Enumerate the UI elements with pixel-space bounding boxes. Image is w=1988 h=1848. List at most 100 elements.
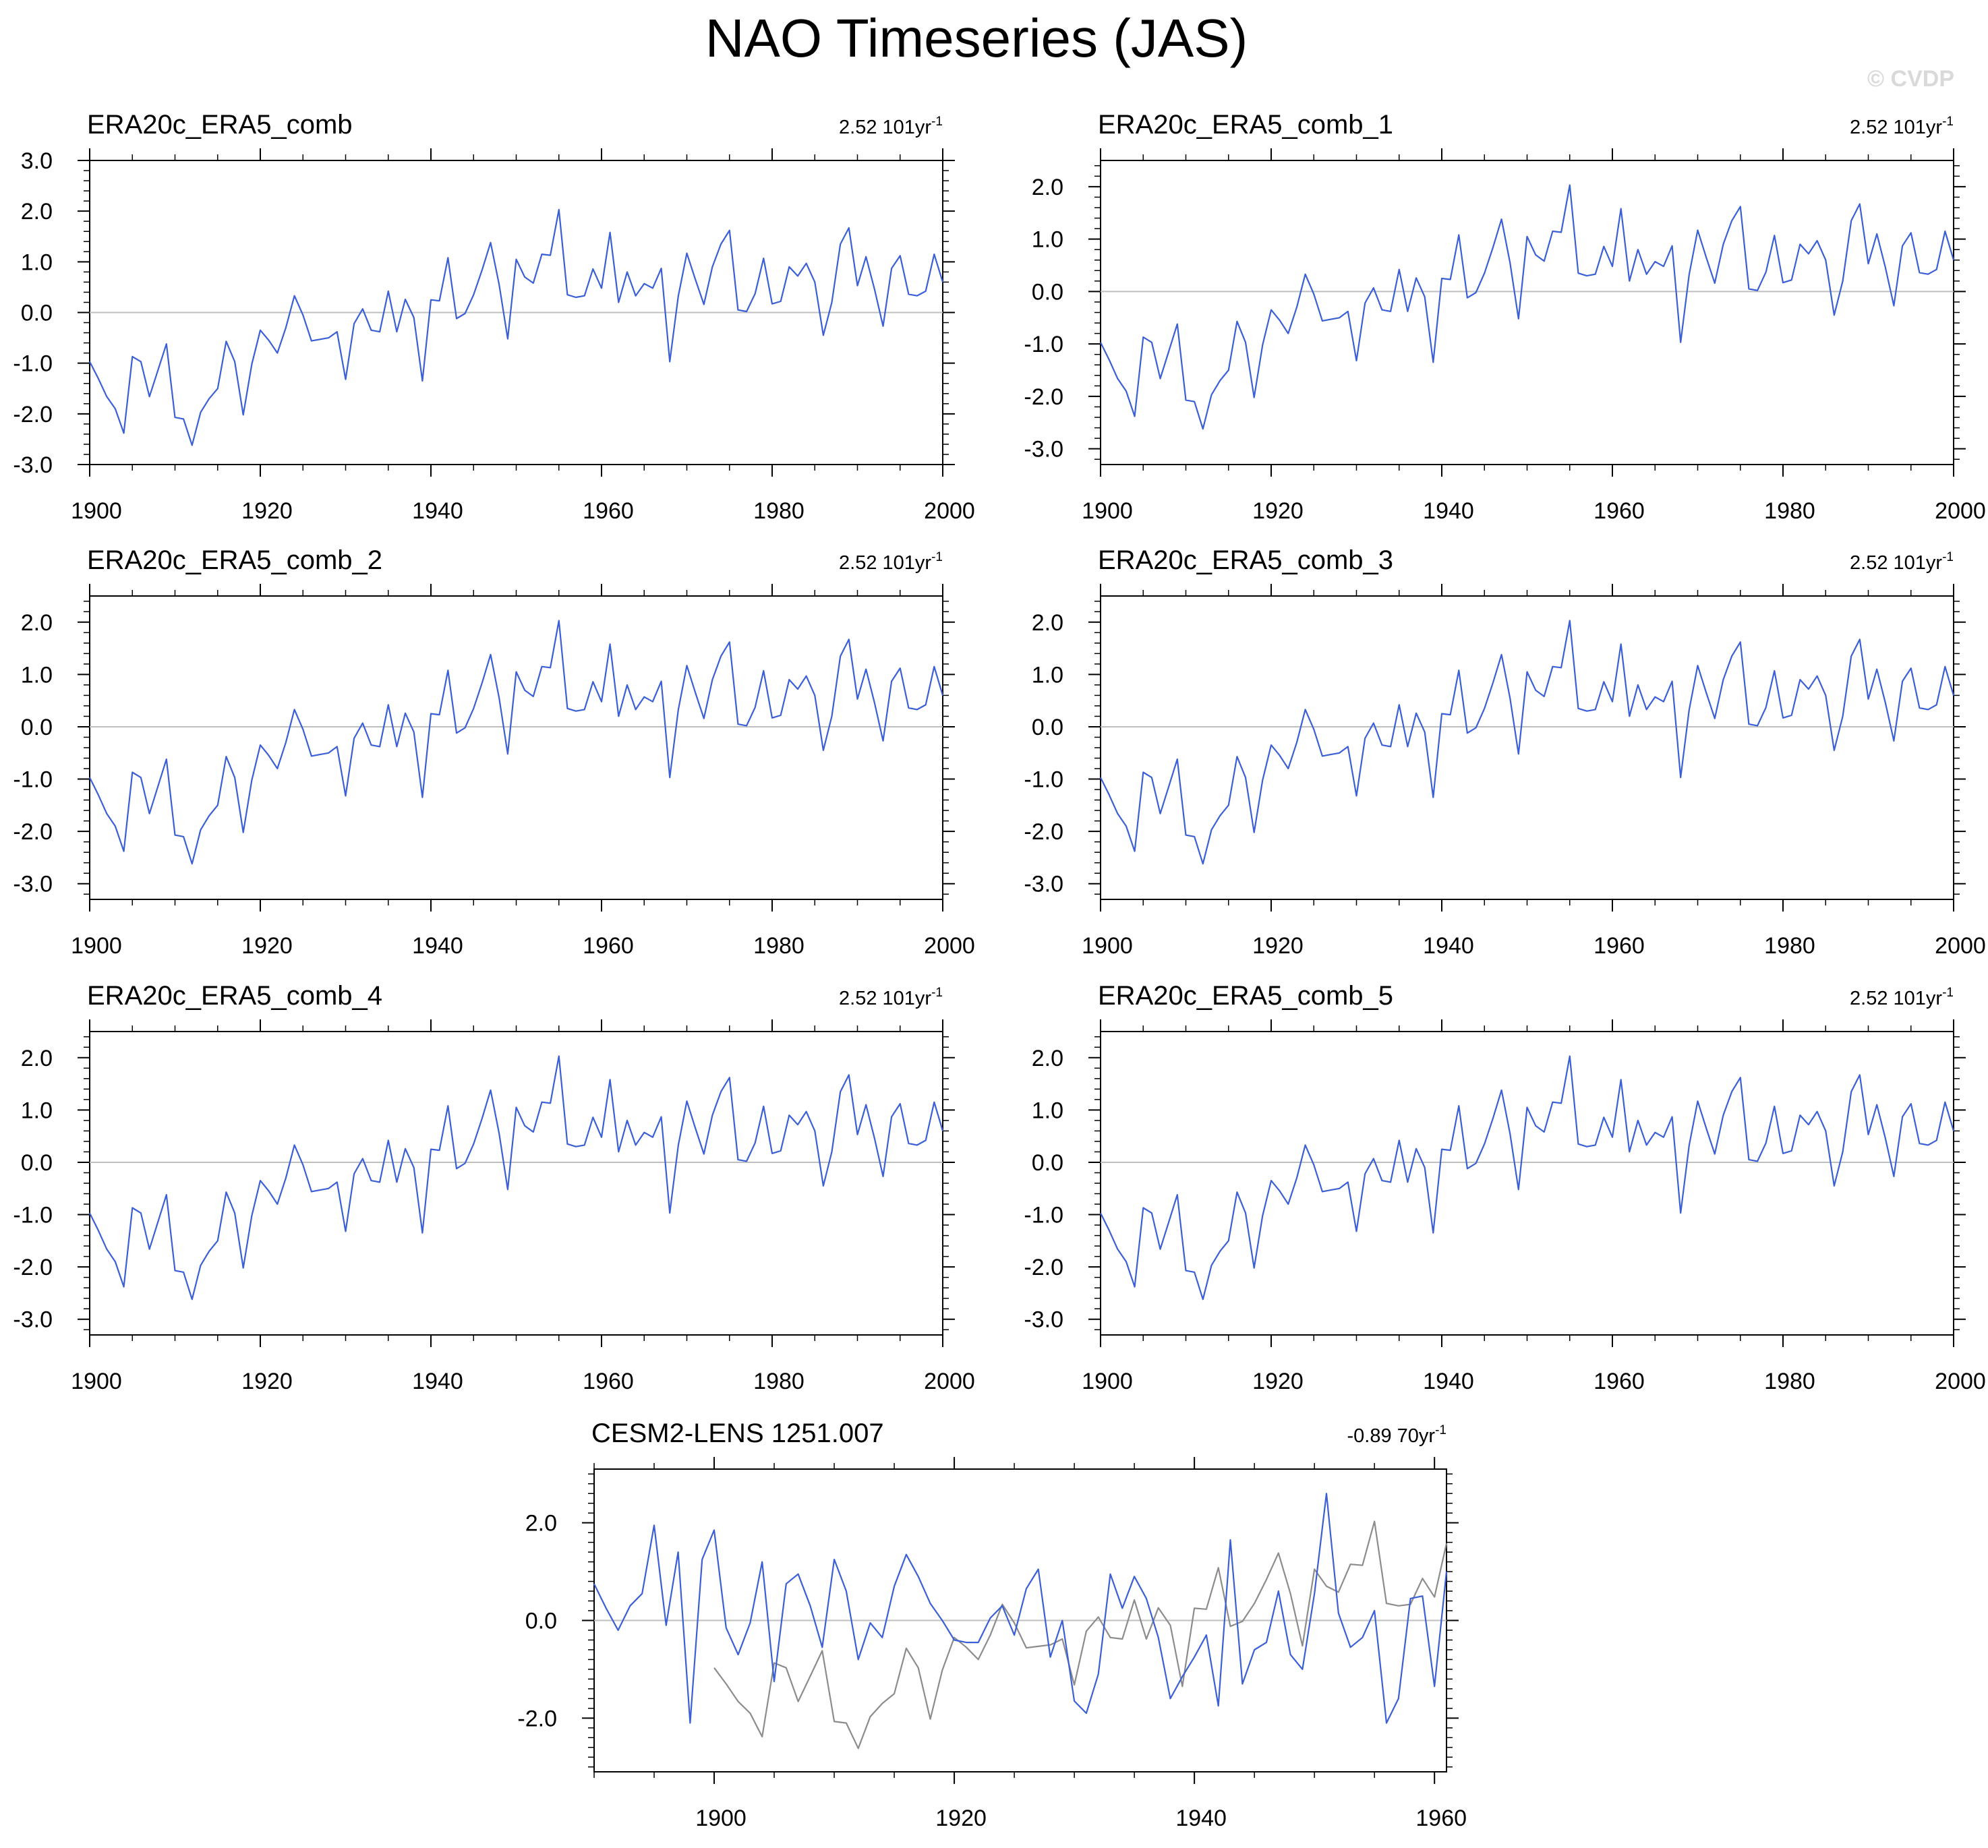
- y-tick-label: -3.0: [1024, 437, 1063, 463]
- trend-exponent: -1: [931, 550, 943, 564]
- y-tick-label: 1.0: [1032, 1098, 1063, 1123]
- series-line: [1100, 620, 1955, 865]
- y-tick-label: 0.0: [1032, 715, 1063, 740]
- panel-label: ERA20c_ERA5_comb_3: [1098, 545, 1393, 575]
- y-tick-label: -3.0: [13, 872, 53, 897]
- y-tick-label: 2.0: [21, 199, 53, 225]
- y-tick-label: 0.0: [21, 715, 53, 740]
- panel-label: ERA20c_ERA5_comb: [87, 110, 353, 140]
- x-tick-label: 1940: [412, 498, 463, 524]
- trend-label: 2.52 101yr-1: [1850, 986, 1954, 1009]
- panel-7: CESM2-LENS 1251.007 -0.89 70yr-1 2.0 0.0 -2.…: [517, 1419, 1467, 1831]
- trend-exponent: -1: [931, 115, 943, 129]
- x-tick-label: 2000: [1935, 933, 1986, 959]
- panel-2: ERA20c_ERA5_comb_1 2.52 101yr-1 2.0 1.0 0.0 -…: [1024, 110, 1985, 524]
- y-tick-label: -1.0: [13, 351, 53, 377]
- x-tick-label: 1980: [753, 498, 805, 524]
- plot-frame: [1100, 160, 1954, 465]
- y-tick-label: 0.0: [21, 1150, 53, 1176]
- trend-label: 2.52 101yr-1: [1850, 115, 1954, 138]
- y-tick-label: 1.0: [21, 1098, 53, 1123]
- panel-label: ERA20c_ERA5_comb_2: [87, 545, 382, 575]
- x-tick-label: 1940: [1423, 933, 1474, 959]
- x-tick-label: 1960: [1594, 498, 1645, 524]
- x-tick-label: 2000: [1935, 1369, 1986, 1394]
- y-tick-label: 2.0: [1032, 610, 1063, 636]
- trend-label: 2.52 101yr-1: [839, 550, 943, 574]
- trend-label: 2.52 101yr-1: [839, 986, 943, 1009]
- trend-label: -0.89 70yr-1: [1347, 1423, 1446, 1447]
- y-tick-label: 2.0: [21, 1046, 53, 1071]
- trend-label: 2.52 101yr-1: [1850, 550, 1954, 574]
- x-tick-label: 1920: [241, 933, 293, 959]
- y-tick-label: 0.0: [1032, 279, 1063, 305]
- series-line: [1100, 1055, 1955, 1301]
- y-tick-label: -3.0: [1024, 1307, 1063, 1333]
- figure-title: NAO Timeseries (JAS): [705, 8, 1248, 68]
- observed-series-line: [713, 1520, 1448, 1750]
- x-tick-label: 1920: [241, 1369, 293, 1394]
- y-tick-label: 1.0: [1032, 227, 1063, 253]
- series-line: [89, 1055, 944, 1301]
- series-line: [1100, 184, 1955, 430]
- y-tick-label: 1.0: [1032, 662, 1063, 688]
- x-tick-label: 2000: [924, 498, 975, 524]
- x-tick-label: 1960: [1415, 1806, 1467, 1831]
- trend-exponent: -1: [1942, 115, 1954, 129]
- watermark: © CVDP: [1867, 66, 1954, 92]
- y-tick-label: -2.0: [13, 819, 53, 845]
- x-tick-label: 1980: [753, 1369, 805, 1394]
- x-tick-label: 1900: [1082, 933, 1133, 959]
- plot-frame: [89, 1031, 943, 1336]
- x-tick-label: 1900: [71, 1369, 122, 1394]
- y-tick-label: 1.0: [21, 662, 53, 688]
- x-tick-label: 1900: [71, 498, 122, 524]
- model-series-line: [593, 1493, 1448, 1724]
- y-tick-label: -1.0: [1024, 1203, 1063, 1228]
- x-tick-label: 1900: [695, 1806, 747, 1831]
- y-tick-label: 2.0: [525, 1511, 557, 1537]
- x-tick-label: 1920: [1252, 498, 1304, 524]
- x-tick-label: 1960: [583, 1369, 634, 1394]
- y-tick-label: 0.0: [1032, 1150, 1063, 1176]
- trend-exponent: -1: [1942, 986, 1954, 1000]
- y-tick-label: -2.0: [1024, 819, 1063, 845]
- y-tick-label: 2.0: [21, 610, 53, 636]
- x-tick-label: 1940: [1423, 498, 1474, 524]
- series-line: [89, 208, 944, 446]
- panel-1: ERA20c_ERA5_comb 2.52 101yr-1 3.0 2.0 1.0 0.0…: [13, 110, 974, 524]
- y-tick-label: 3.0: [21, 148, 53, 174]
- y-tick-label: 2.0: [1032, 175, 1063, 200]
- x-tick-label: 1900: [1082, 498, 1133, 524]
- x-tick-label: 2000: [924, 1369, 975, 1394]
- plot-frame: [1100, 595, 1954, 900]
- panel-label: ERA20c_ERA5_comb_4: [87, 981, 382, 1011]
- x-tick-label: 1920: [241, 498, 293, 524]
- x-tick-label: 1980: [753, 933, 805, 959]
- x-tick-label: 1980: [1764, 933, 1815, 959]
- panel-label: ERA20c_ERA5_comb_5: [1098, 981, 1393, 1011]
- plot-frame: [1100, 1031, 1954, 1336]
- x-tick-label: 1920: [935, 1806, 987, 1831]
- y-tick-label: -3.0: [13, 1307, 53, 1333]
- panel-3: ERA20c_ERA5_comb_2 2.52 101yr-1 2.0 1.0 0.0 -…: [13, 545, 974, 959]
- trend-exponent: -1: [1435, 1423, 1446, 1437]
- x-tick-label: 1940: [412, 933, 463, 959]
- y-tick-label: 2.0: [1032, 1046, 1063, 1071]
- panels: ERA20c_ERA5_comb 2.52 101yr-1 3.0 2.0 1.0 0.0…: [13, 110, 1985, 1831]
- panel-label: CESM2-LENS 1251.007: [591, 1419, 884, 1448]
- panel-5: ERA20c_ERA5_comb_4 2.52 101yr-1 2.0 1.0 0.0 -…: [13, 981, 974, 1394]
- x-tick-label: 1960: [583, 498, 634, 524]
- trend-exponent: -1: [931, 986, 943, 1000]
- x-tick-label: 1920: [1252, 1369, 1304, 1394]
- plot-frame: [89, 595, 943, 900]
- y-tick-label: 1.0: [21, 249, 53, 275]
- y-tick-label: -1.0: [13, 1203, 53, 1228]
- y-tick-label: -2.0: [1024, 384, 1063, 410]
- trend-label: 2.52 101yr-1: [839, 115, 943, 138]
- x-tick-label: 1900: [1082, 1369, 1133, 1394]
- y-tick-label: -1.0: [13, 767, 53, 793]
- x-tick-label: 1940: [1175, 1806, 1227, 1831]
- y-tick-label: -1.0: [1024, 332, 1063, 357]
